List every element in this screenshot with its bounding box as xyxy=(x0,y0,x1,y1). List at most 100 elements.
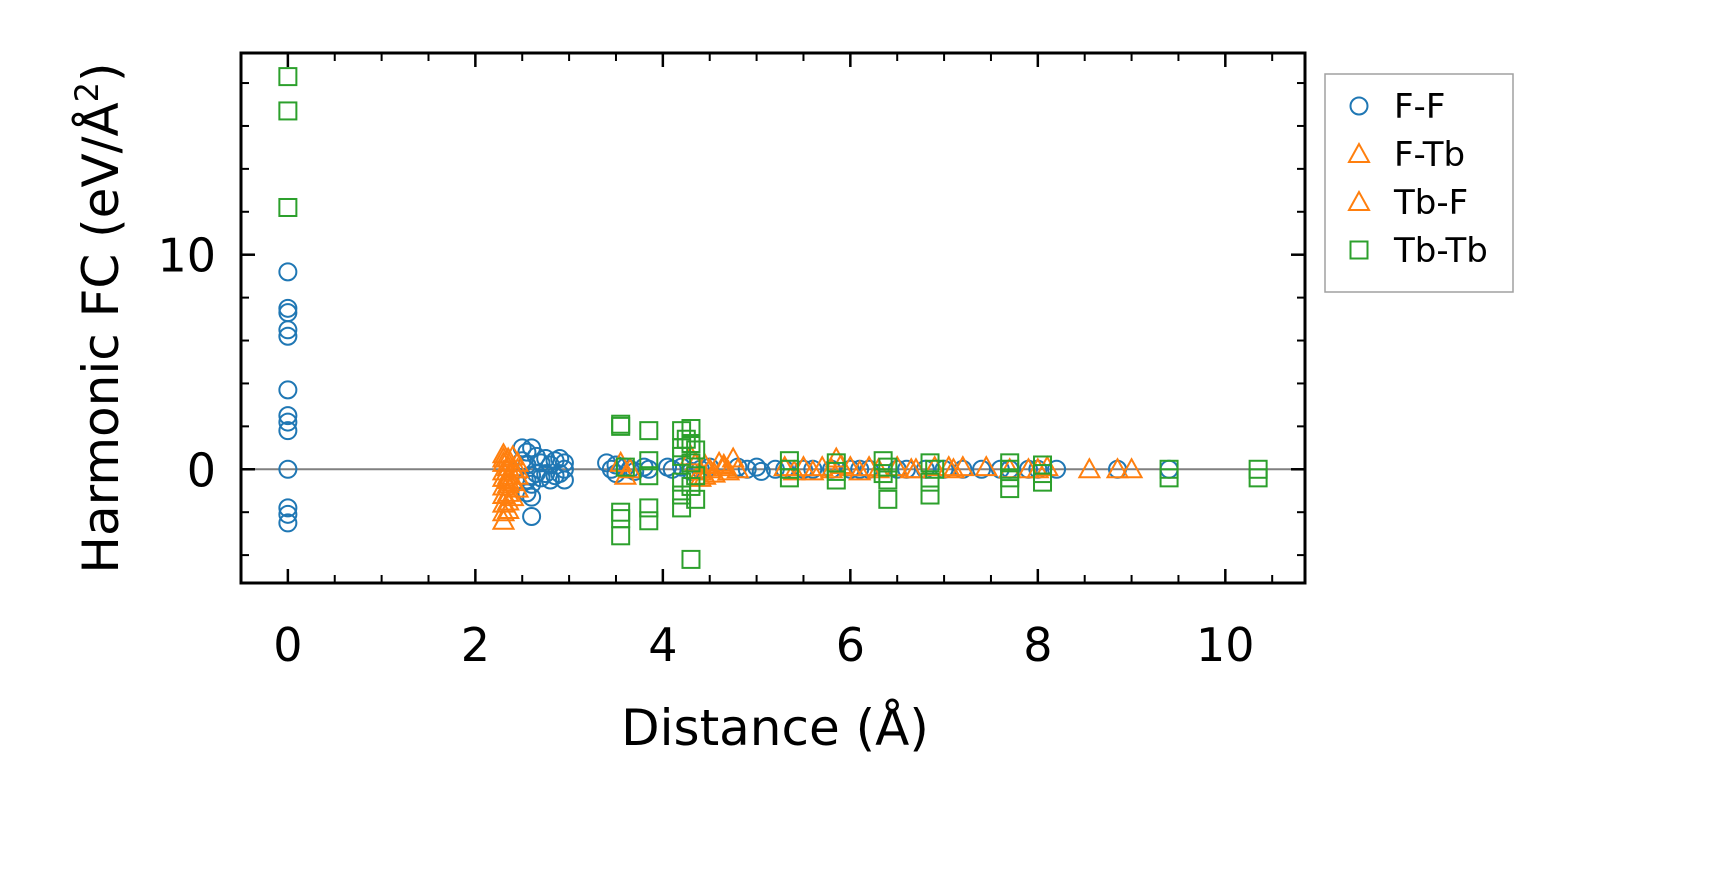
data-point xyxy=(611,526,631,546)
legend-label: Tb-F xyxy=(1393,183,1468,223)
x-tick-label: 10 xyxy=(1196,618,1255,672)
data-point xyxy=(278,406,298,426)
axis-labels: Distance (Å) Harmonic FC (eV/Å2) xyxy=(68,62,929,757)
data-point xyxy=(878,470,898,490)
data-point xyxy=(1000,468,1020,488)
data-point xyxy=(491,446,516,468)
legend-label: F-Tb xyxy=(1394,135,1465,175)
data-point xyxy=(491,500,516,522)
data-point xyxy=(491,450,516,472)
data-point xyxy=(496,497,520,520)
data-point xyxy=(878,457,898,477)
data-point xyxy=(531,468,551,488)
x-tick-label: 0 xyxy=(273,618,302,672)
data-point xyxy=(707,450,731,472)
y-axis-label: Harmonic FC (eV/Å2) xyxy=(68,62,130,573)
legend-marker xyxy=(1349,240,1369,260)
data-point xyxy=(681,453,701,473)
data-point xyxy=(848,459,872,481)
legend-label: Tb-Tb xyxy=(1393,231,1488,271)
x-axis-label: Distance (Å) xyxy=(621,699,929,757)
legend-marker xyxy=(1347,189,1371,211)
data-point xyxy=(550,449,570,469)
data-point xyxy=(540,470,560,490)
legend-entry-f-f: F-F xyxy=(1349,87,1445,127)
data-point xyxy=(972,459,992,479)
data-point xyxy=(639,466,659,486)
data-point xyxy=(278,513,298,533)
data-point xyxy=(505,457,530,479)
series-tb-tb xyxy=(278,67,1268,569)
data-point xyxy=(1105,457,1130,479)
data-point xyxy=(951,455,975,477)
data-point xyxy=(278,262,298,282)
data-point xyxy=(1000,479,1020,499)
data-point xyxy=(505,463,530,485)
data-point xyxy=(608,450,633,472)
data-point xyxy=(1248,468,1268,488)
data-point xyxy=(536,464,556,484)
data-point xyxy=(801,459,825,481)
data-point xyxy=(278,380,298,400)
data-point xyxy=(923,455,947,477)
legend-entry-tb-tb: Tb-Tb xyxy=(1349,231,1488,271)
data-point xyxy=(920,453,940,473)
data-point xyxy=(782,459,806,481)
data-point xyxy=(278,326,298,346)
legend-marker xyxy=(1347,141,1371,163)
data-point xyxy=(639,498,659,518)
data-point xyxy=(829,452,853,474)
data-point xyxy=(941,457,966,479)
x-tick-label: 6 xyxy=(836,618,865,672)
data-point xyxy=(496,467,520,490)
data-point xyxy=(278,412,298,432)
data-point xyxy=(920,485,940,505)
legend-marker xyxy=(1349,96,1369,116)
y-axis-label-superscript: 2 xyxy=(68,82,106,102)
data-point xyxy=(873,464,893,484)
data-point xyxy=(278,320,298,340)
data-point xyxy=(873,451,893,471)
data-point xyxy=(554,470,574,490)
data-point xyxy=(1033,472,1053,492)
data-point xyxy=(278,504,298,524)
data-point xyxy=(974,455,998,477)
data-point xyxy=(550,464,570,484)
data-point xyxy=(522,506,542,526)
data-point xyxy=(819,457,844,479)
data-point xyxy=(278,498,298,518)
data-point xyxy=(779,468,799,488)
data-point xyxy=(496,489,520,511)
data-point xyxy=(773,455,797,477)
data-point xyxy=(536,449,556,469)
data-point xyxy=(712,452,736,474)
legend-frame xyxy=(1324,73,1514,293)
data-point xyxy=(554,459,574,479)
x-tick-label: 4 xyxy=(648,618,677,672)
data-point xyxy=(278,67,298,87)
x-tick-label: 8 xyxy=(1023,618,1052,672)
data-point xyxy=(615,457,635,477)
data-point xyxy=(751,461,771,481)
axes: 0 2 4 6 8 10 0 10 xyxy=(157,51,1307,672)
data-point xyxy=(878,489,898,509)
legend-entry-f-tb: F-Tb xyxy=(1347,135,1465,175)
data-point xyxy=(278,101,298,121)
data-point xyxy=(747,457,767,477)
data-point xyxy=(611,416,631,436)
y-axis-label-close: ) xyxy=(72,62,130,82)
data-point xyxy=(686,489,706,509)
data-point xyxy=(531,453,551,473)
y-tick-label: 10 xyxy=(157,229,216,283)
data-point xyxy=(278,298,298,318)
data-point xyxy=(681,419,701,439)
data-point xyxy=(726,457,750,479)
y-axis-label-main: Harmonic FC (eV/Å xyxy=(72,102,130,573)
plot-frame xyxy=(239,51,1307,585)
legend-entry-tb-f: Tb-F xyxy=(1347,183,1468,223)
x-tick-label: 2 xyxy=(461,618,490,672)
data-points xyxy=(278,67,1268,569)
data-point xyxy=(686,440,706,460)
data-point xyxy=(278,421,298,441)
